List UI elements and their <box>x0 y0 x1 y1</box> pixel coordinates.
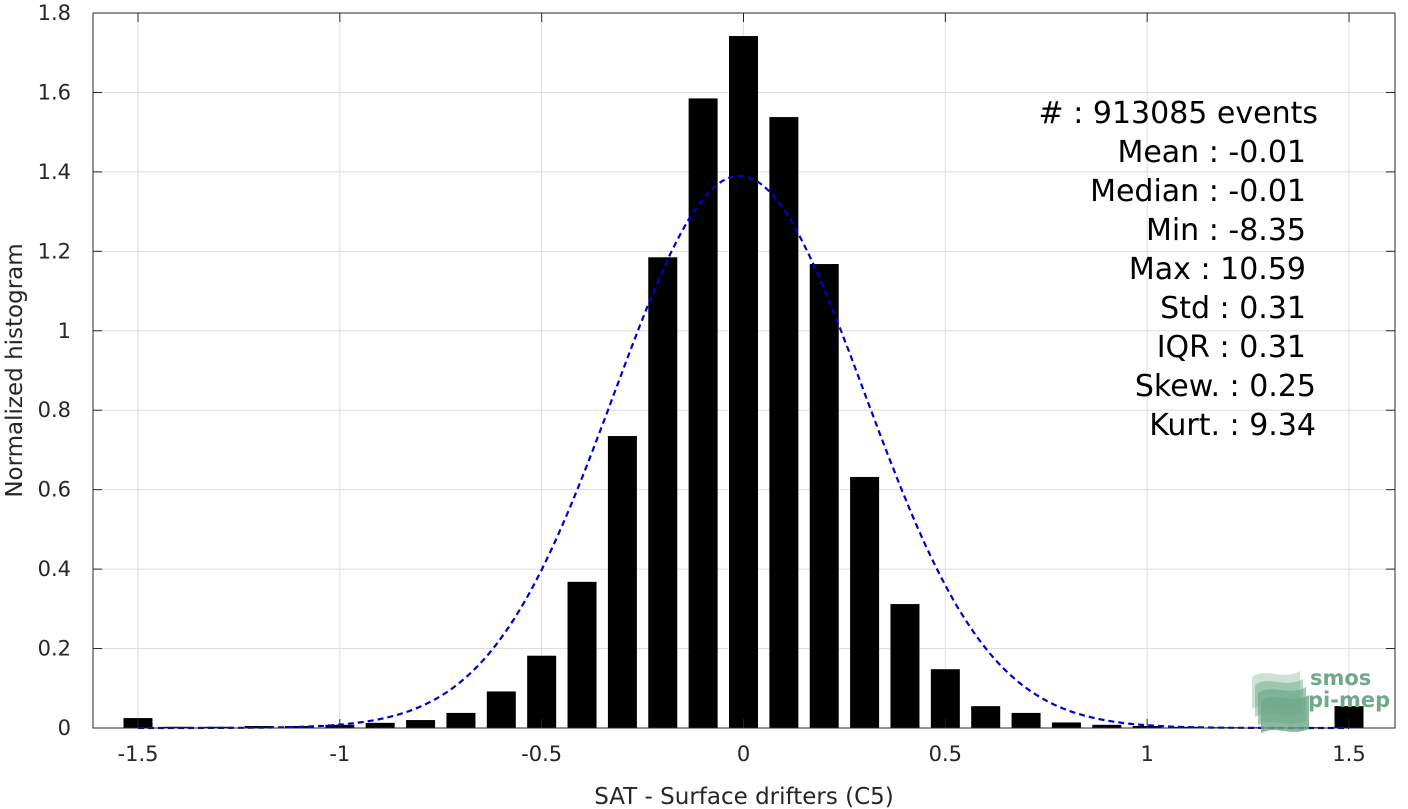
y-tick-label: 0.4 <box>38 557 71 581</box>
x-tick-label: 1 <box>1140 742 1153 766</box>
histogram-bar <box>365 722 395 728</box>
stat-line: Min : -8.35 <box>1146 213 1306 248</box>
y-tick-label: 0.2 <box>38 637 71 661</box>
histogram-bar <box>1051 722 1081 728</box>
histogram-bar <box>688 98 718 729</box>
y-tick-label: 1.6 <box>38 80 71 104</box>
stat-label: Median : <box>1090 174 1228 209</box>
x-tick-label: -1 <box>329 742 350 766</box>
stat-value: -0.01 <box>1228 135 1306 170</box>
x-tick-label: 0 <box>737 742 750 766</box>
x-tick-label: -0.5 <box>521 742 562 766</box>
stat-line: Kurt. : 9.34 <box>1149 408 1316 443</box>
stat-line: Median : -0.01 <box>1090 174 1306 209</box>
stat-line: Std : 0.31 <box>1160 291 1306 326</box>
y-axis-label: Normalized histogram <box>2 243 28 497</box>
stat-line: Max : 10.59 <box>1129 252 1306 287</box>
histogram-bar <box>607 436 637 728</box>
stat-label: Mean : <box>1117 135 1228 170</box>
stat-value: 10.59 <box>1220 252 1306 287</box>
stat-label: Max : <box>1129 252 1220 287</box>
histogram-bar <box>527 655 557 728</box>
stat-label: Kurt. : <box>1149 408 1249 443</box>
y-tick-label: 1.4 <box>38 160 71 184</box>
histogram-bar <box>567 581 597 728</box>
smos-pimep-logo: smos pi-mep <box>1252 666 1390 733</box>
logo-wave-icon <box>1252 671 1309 733</box>
y-tick-label: 0 <box>58 716 71 740</box>
histogram-bar <box>1092 724 1122 728</box>
histogram-bar <box>729 36 758 729</box>
y-tick-label: 0.6 <box>38 478 71 502</box>
histogram-bar <box>850 476 880 728</box>
histogram-bar <box>971 706 1001 728</box>
stat-line: # : 913085 events <box>1039 96 1318 131</box>
histogram-bar <box>406 720 436 728</box>
stat-value: 913085 events <box>1093 96 1318 131</box>
logo-line-2: pi-mep <box>1308 688 1390 712</box>
y-tick-label: 1 <box>58 319 71 343</box>
logo-line-1: smos <box>1310 666 1371 690</box>
histogram-bar <box>446 712 476 728</box>
stat-value: 9.34 <box>1249 408 1316 443</box>
histogram-bar <box>1334 706 1364 728</box>
y-tick-label: 1.2 <box>38 239 71 263</box>
histogram-bar <box>890 604 920 728</box>
stat-label: Skew. : <box>1135 369 1249 404</box>
stat-value: -8.35 <box>1228 213 1306 248</box>
stat-line: IQR : 0.31 <box>1157 330 1306 365</box>
x-axis-label: SAT - Surface drifters (C5) <box>594 784 894 809</box>
histogram-bar <box>486 691 516 728</box>
y-tick-label: 1.8 <box>38 1 71 25</box>
histogram-bar <box>769 117 799 729</box>
histogram-bar <box>809 264 839 728</box>
histogram-bar <box>1011 712 1041 728</box>
histogram-bar <box>648 257 678 728</box>
y-tick-label: 0.8 <box>38 398 71 422</box>
x-tick-label: -1.5 <box>118 742 159 766</box>
stat-value: 0.31 <box>1239 330 1306 365</box>
stat-line: Skew. : 0.25 <box>1135 369 1316 404</box>
stat-label: IQR : <box>1157 330 1240 365</box>
stat-value: -0.01 <box>1228 174 1306 209</box>
stat-value: 0.31 <box>1239 291 1306 326</box>
stat-label: Min : <box>1146 213 1228 248</box>
x-tick-label: 1.5 <box>1332 742 1365 766</box>
histogram-bars <box>123 36 1364 729</box>
stat-label: # : <box>1039 96 1093 131</box>
stat-value: 0.25 <box>1249 369 1316 404</box>
axis-ticks: -1.5 -1 -0.5 0 0.5 1 1.5 0 0.2 0.4 0.6 0.8 1 1.2 1.4 1.… <box>38 1 1395 766</box>
histogram-bar <box>930 669 960 728</box>
stat-label: Std : <box>1160 291 1239 326</box>
logo-wave-layer <box>1261 695 1309 733</box>
x-tick-label: 0.5 <box>929 742 962 766</box>
histogram-bar <box>1173 726 1203 728</box>
stat-line: Mean : -0.01 <box>1117 135 1306 170</box>
